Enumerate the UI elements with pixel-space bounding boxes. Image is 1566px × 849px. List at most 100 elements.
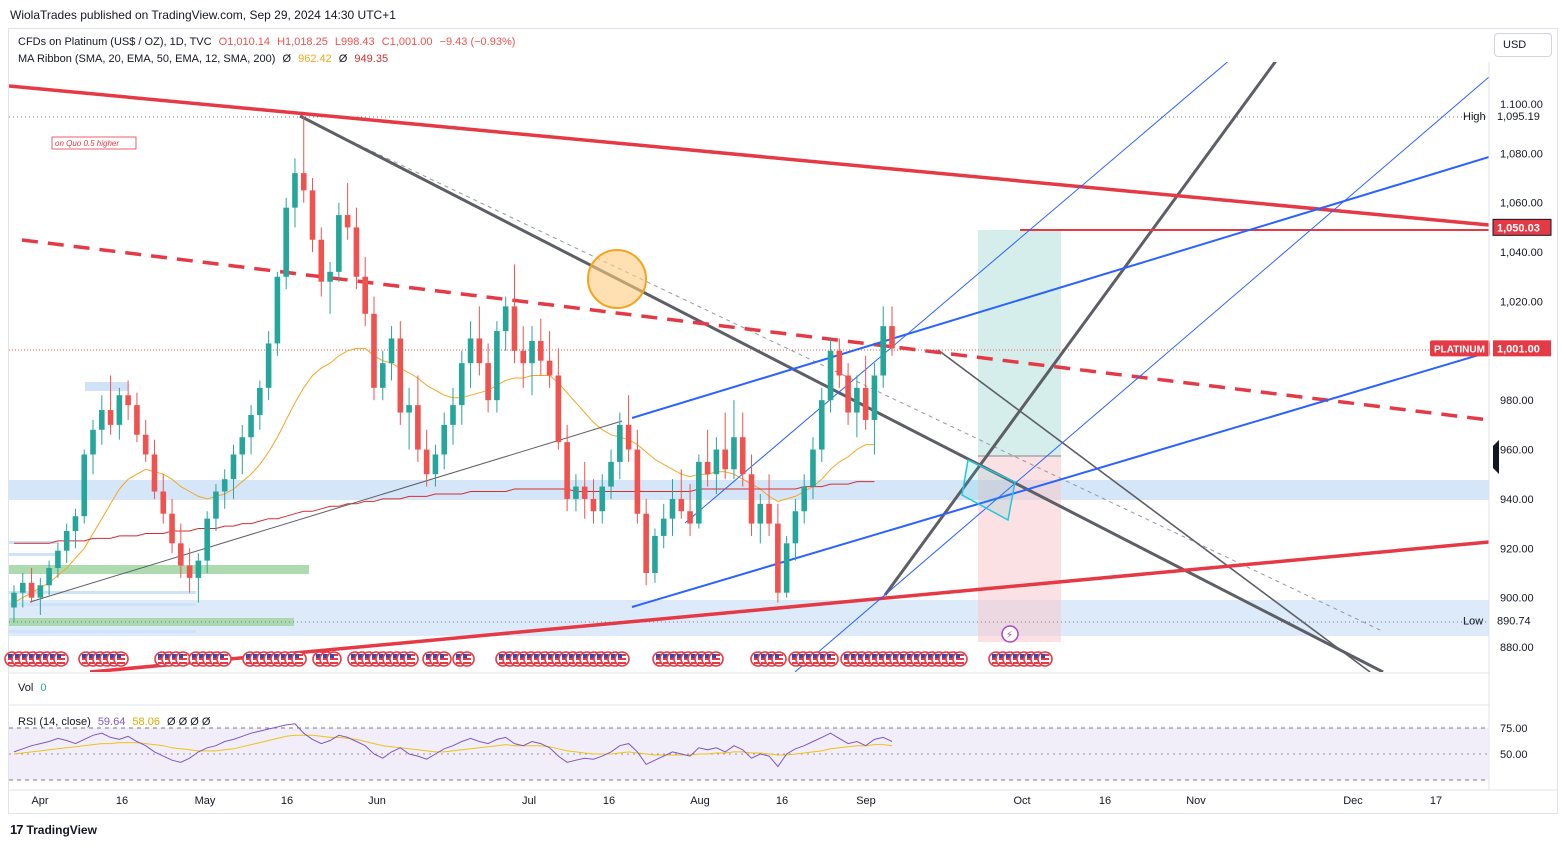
candle-body[interactable] xyxy=(336,215,342,272)
candle-body[interactable] xyxy=(388,338,395,364)
demand-zone-green[interactable] xyxy=(9,565,309,574)
us-flag-event-icon[interactable] xyxy=(823,651,839,667)
candle-body[interactable] xyxy=(792,511,799,544)
candle-body[interactable] xyxy=(757,503,764,524)
candle-body[interactable] xyxy=(827,350,834,401)
candle-body[interactable] xyxy=(538,340,544,361)
downtrend-line-thick[interactable] xyxy=(299,114,1384,672)
candle-body[interactable] xyxy=(63,530,70,551)
candle-body[interactable] xyxy=(704,461,711,475)
candle-body[interactable] xyxy=(783,543,790,593)
candle-body[interactable] xyxy=(46,568,52,586)
symbol-title[interactable]: CFDs on Platinum (US$ / OZ), 1D, TVC xyxy=(18,36,212,48)
candle-body[interactable] xyxy=(169,513,175,544)
candle-body[interactable] xyxy=(854,387,860,413)
candle-body[interactable] xyxy=(344,215,351,228)
candle-body[interactable] xyxy=(300,173,307,191)
downtrend-line-short[interactable] xyxy=(937,349,1371,672)
ma-ribbon-label[interactable]: MA Ribbon (SMA, 20, EMA, 50, EMA, 12, SM… xyxy=(18,53,276,65)
candle-body[interactable] xyxy=(221,479,228,492)
candle-body[interactable] xyxy=(731,437,737,470)
economic-events-row[interactable] xyxy=(4,651,1053,667)
us-flag-event-icon[interactable] xyxy=(614,651,630,667)
us-flag-event-icon[interactable] xyxy=(291,651,307,667)
candle-body[interactable] xyxy=(660,518,667,536)
candle-body[interactable] xyxy=(555,375,562,443)
us-flag-event-icon[interactable] xyxy=(1037,651,1053,667)
candle-body[interactable] xyxy=(19,582,26,593)
candle-body[interactable] xyxy=(678,498,685,512)
candle-body[interactable] xyxy=(195,560,202,578)
channel-upper-blue[interactable] xyxy=(631,156,1489,419)
candle-body[interactable] xyxy=(529,340,535,364)
candle-body[interactable] xyxy=(520,350,527,364)
supply-zone-small[interactable] xyxy=(85,382,128,391)
candle-body[interactable] xyxy=(573,486,579,499)
candle-body[interactable] xyxy=(423,449,430,475)
candle-body[interactable] xyxy=(11,592,17,608)
candle-body[interactable] xyxy=(494,331,500,401)
candle-body[interactable] xyxy=(766,503,772,524)
candle-body[interactable] xyxy=(397,338,404,413)
candle-body[interactable] xyxy=(590,498,597,512)
candle-body[interactable] xyxy=(564,442,570,499)
candle-body[interactable] xyxy=(204,518,210,561)
candle-body[interactable] xyxy=(142,434,149,455)
us-flag-event-icon[interactable] xyxy=(113,651,129,667)
candle-body[interactable] xyxy=(248,414,254,438)
candle-body[interactable] xyxy=(722,449,728,470)
uptrend-line-steep[interactable] xyxy=(883,28,1300,596)
candle-body[interactable] xyxy=(99,410,105,430)
candle-body[interactable] xyxy=(125,395,131,406)
candle-body[interactable] xyxy=(862,387,869,420)
demand-zone-green-low[interactable] xyxy=(9,618,294,626)
candle-body[interactable] xyxy=(775,523,781,593)
candle-body[interactable] xyxy=(634,449,641,514)
us-flag-event-icon[interactable] xyxy=(216,651,232,667)
candle-body[interactable] xyxy=(581,486,588,499)
candle-body[interactable] xyxy=(625,424,632,450)
us-flag-event-icon[interactable] xyxy=(53,651,69,667)
channel-lower-blue[interactable] xyxy=(631,351,1489,608)
candle-body[interactable] xyxy=(801,486,807,512)
candle-body[interactable] xyxy=(55,550,61,569)
candle-body[interactable] xyxy=(230,454,237,480)
candle-body[interactable] xyxy=(116,395,123,425)
candle-body[interactable] xyxy=(652,535,658,573)
candle-body[interactable] xyxy=(81,454,88,517)
channel-thin-blue-1[interactable] xyxy=(684,30,1265,524)
candle-body[interactable] xyxy=(818,400,825,450)
us-flag-event-icon[interactable] xyxy=(175,651,191,667)
candle-body[interactable] xyxy=(871,375,878,420)
candle-body[interactable] xyxy=(239,437,246,455)
candle-body[interactable] xyxy=(90,429,96,455)
candle-body[interactable] xyxy=(669,498,676,519)
candle-body[interactable] xyxy=(739,437,746,475)
candle-body[interactable] xyxy=(178,543,184,566)
candle-body[interactable] xyxy=(845,375,851,413)
candle-body[interactable] xyxy=(546,360,553,376)
candle-body[interactable] xyxy=(485,363,491,401)
candle-body[interactable] xyxy=(836,350,843,376)
candle-body[interactable] xyxy=(880,326,887,376)
candle-body[interactable] xyxy=(617,424,623,462)
triangle-pattern[interactable] xyxy=(961,458,1016,522)
candle-body[interactable] xyxy=(213,491,219,519)
candle-body[interactable] xyxy=(353,227,360,277)
candle-body[interactable] xyxy=(309,190,316,240)
resistance-line-red[interactable] xyxy=(9,84,1489,227)
candle-body[interactable] xyxy=(265,343,272,388)
highlight-circle[interactable] xyxy=(587,249,647,309)
candle-body[interactable] xyxy=(889,326,895,349)
us-flag-event-icon[interactable] xyxy=(708,651,724,667)
us-flag-event-icon[interactable] xyxy=(459,651,475,667)
candle-body[interactable] xyxy=(502,306,509,332)
us-flag-event-icon[interactable] xyxy=(436,651,452,667)
candle-body[interactable] xyxy=(467,338,474,364)
candle-body[interactable] xyxy=(151,454,158,492)
candle-body[interactable] xyxy=(379,363,386,388)
candle-body[interactable] xyxy=(327,271,333,282)
volume-label[interactable]: Vol xyxy=(18,682,34,694)
candle-body[interactable] xyxy=(643,513,649,573)
candle-body[interactable] xyxy=(37,585,44,598)
